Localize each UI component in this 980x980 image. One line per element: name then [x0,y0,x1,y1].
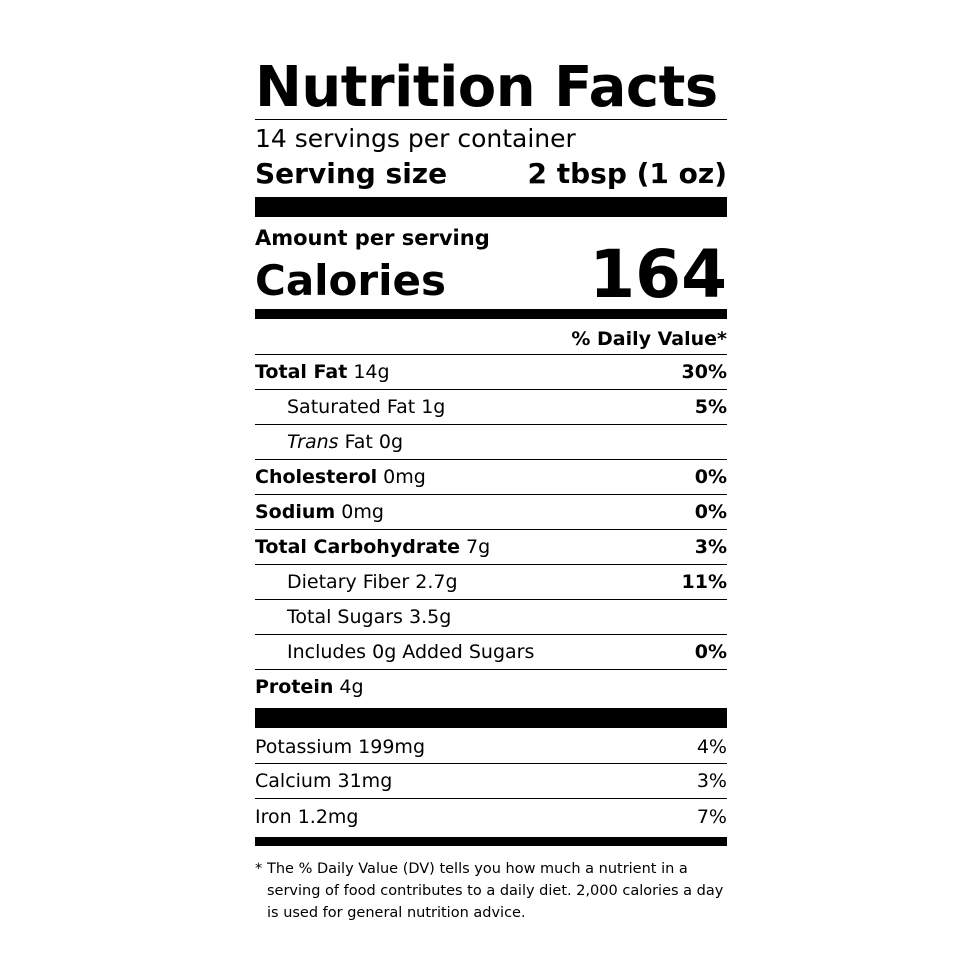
nutrient-amount: 4g [333,676,364,698]
mineral-row-iron: Iron 1.2mg 7% [255,800,727,835]
nutrient-row-trans-fat: Trans Fat 0g [255,425,727,460]
row-divider [255,529,727,530]
mineral-name: Iron 1.2mg [255,806,359,828]
nutrient-dv: 0% [694,641,727,663]
nutrient-dv: 5% [694,396,727,418]
row-divider [255,634,727,635]
nutrient-dv: 11% [681,571,727,593]
nutrient-row-added-sugars: Includes 0g Added Sugars 0% [255,635,727,670]
title-divider [255,119,727,120]
nutrient-row-protein: Protein 4g [255,670,727,705]
calories-row: Calories 164 [255,240,727,310]
nutrient-name: Includes 0g Added Sugars [287,641,535,663]
servings-per-container: 14 servings per container [255,124,576,153]
nutrient-name: Total Sugars [287,606,403,628]
nutrient-amount: 0mg [377,466,426,488]
dv-header-divider [255,354,727,355]
nutrient-name: Cholesterol [255,466,378,488]
nutrient-dv: 0% [694,501,727,523]
nutrient-amount: 0mg [335,501,384,523]
mineral-row-calcium: Calcium 31mg 3% [255,764,727,799]
nutrient-row-dietary-fiber: Dietary Fiber 2.7g 11% [255,565,727,600]
mineral-dv: 4% [696,736,727,758]
serving-size-row: Serving size 2 tbsp (1 oz) [255,157,727,191]
row-divider [255,798,727,799]
nutrient-name: Protein [255,676,334,698]
serving-size-label: Serving size [255,157,448,190]
row-divider [255,669,727,670]
mineral-row-potassium: Potassium 199mg 4% [255,730,727,765]
footnote-text: The % Daily Value (DV) tells you how muc… [267,861,724,921]
nutrient-name: Fat [338,431,373,453]
serving-divider-thick [255,197,727,217]
minerals-divider-thick [255,837,727,846]
nutrient-name: Total Carbohydrate [255,536,460,558]
nutrient-row-total-sugars: Total Sugars 3.5g [255,600,727,635]
nutrient-amount: 0g [372,431,404,453]
nutrient-name: Dietary Fiber [287,571,410,593]
row-divider [255,424,727,425]
nutrient-name-italic: Trans [287,431,339,453]
mineral-dv: 3% [696,770,727,792]
nutrient-dv: 30% [681,361,727,383]
row-divider [255,599,727,600]
row-divider [255,564,727,565]
label-title: Nutrition Facts [255,55,718,120]
nutrient-dv: 0% [694,466,727,488]
nutrient-amount: 3.5g [402,606,452,628]
mineral-dv: 7% [696,806,727,828]
mineral-name: Potassium 199mg [255,736,425,758]
calories-label: Calories [255,256,447,305]
nutrient-row-sodium: Sodium 0mg 0% [255,495,727,530]
amount-per-serving: Amount per serving [255,226,490,250]
row-divider [255,494,727,495]
row-divider [255,763,727,764]
calories-divider [255,309,727,319]
nutrient-row-total-carbohydrate: Total Carbohydrate 7g 3% [255,530,727,565]
protein-divider-thick [255,708,727,728]
nutrient-amount: 14g [347,361,390,383]
nutrient-amount: 1g [415,396,446,418]
nutrient-row-saturated-fat: Saturated Fat 1g 5% [255,390,727,425]
nutrient-amount: 2.7g [409,571,458,593]
row-divider [255,389,727,390]
footnote-asterisk: * [255,861,263,877]
nutrient-row-total-fat: Total Fat 14g 30% [255,355,727,390]
serving-size-value: 2 tbsp (1 oz) [527,157,727,190]
nutrient-name: Saturated Fat [287,396,416,418]
mineral-name: Calcium 31mg [255,770,393,792]
nutrient-dv: 3% [694,536,727,558]
nutrient-name: Total Fat [255,361,348,383]
nutrient-amount: 7g [459,536,491,558]
nutrient-name: Sodium [255,501,336,523]
row-divider [255,459,727,460]
calories-value: 164 [589,236,727,313]
daily-value-header: % Daily Value* [571,328,727,350]
nutrient-row-cholesterol: Cholesterol 0mg 0% [255,460,727,495]
